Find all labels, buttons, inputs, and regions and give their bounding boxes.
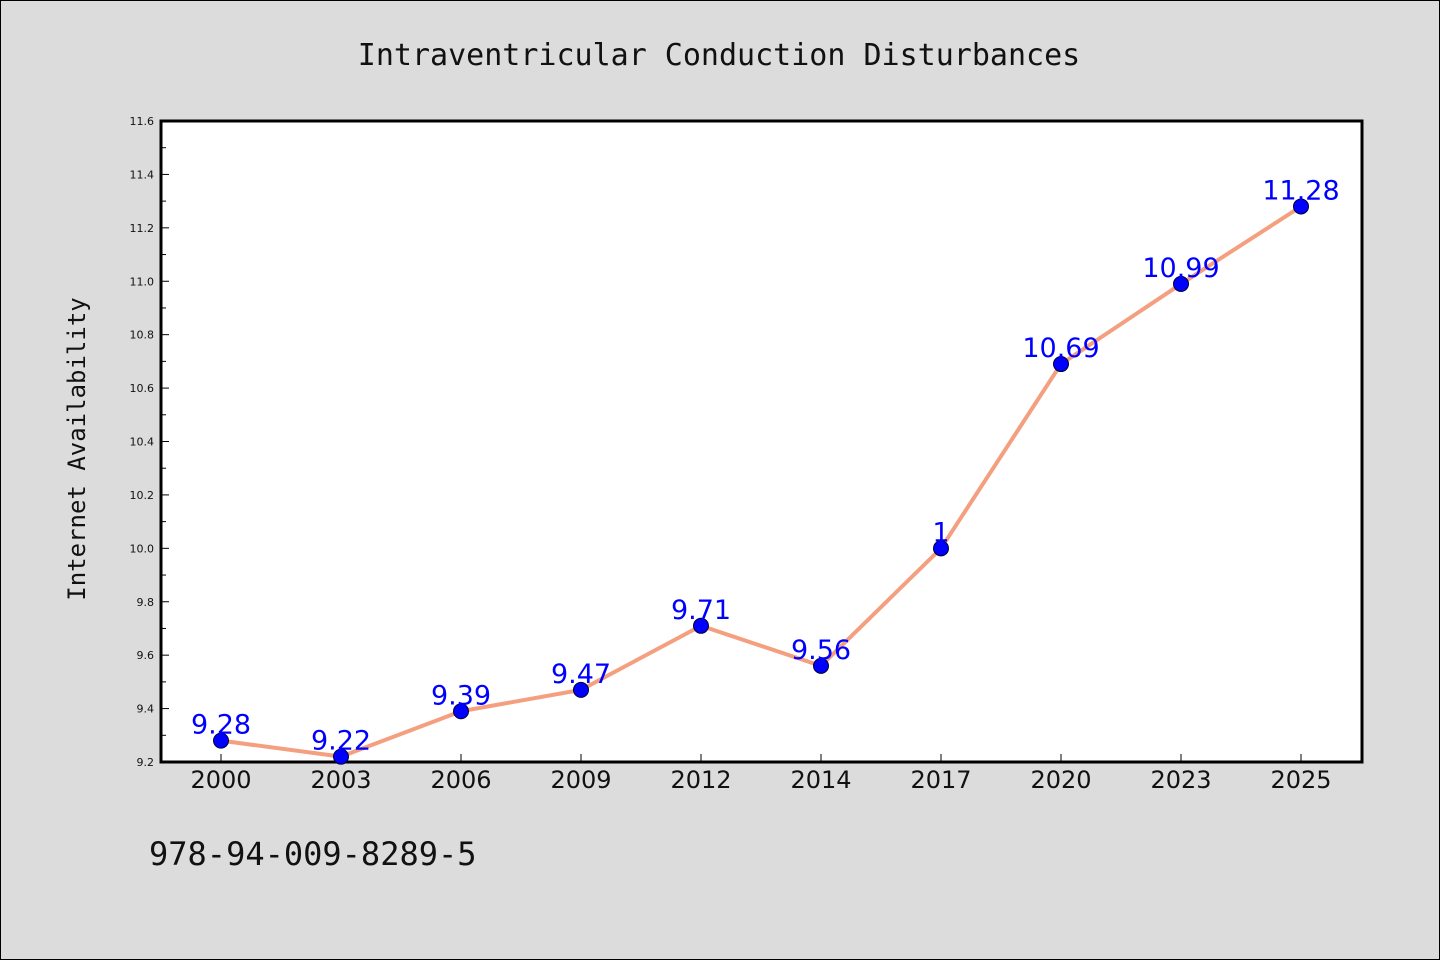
data-point bbox=[1293, 198, 1309, 215]
chart-title: Intraventricular Conduction Disturbances bbox=[358, 38, 1080, 73]
y-tick-label: 10.6 bbox=[130, 382, 155, 395]
x-tick-label: 2000 bbox=[190, 766, 251, 794]
data-point bbox=[573, 681, 589, 698]
series-layer: 9.28 9.22 9.39 9.47 9.71 9.56 1 10.69 10.99 11.28 bbox=[191, 175, 1340, 765]
y-tick-label: 9.2 bbox=[137, 756, 155, 769]
data-label: 9.56 bbox=[791, 635, 851, 666]
x-tick-label: 2006 bbox=[430, 766, 491, 794]
data-label: 10.69 bbox=[1022, 333, 1099, 364]
data-label: 9.71 bbox=[671, 595, 731, 626]
x-tick-label: 2017 bbox=[910, 766, 971, 794]
y-axis-ticks: 9.2 9.4 9.6 9.8 10.0 10.2 10.4 10.6 10.8 11.0 11.2… bbox=[130, 115, 169, 769]
isbn-text: 978-94-009-8289-5 bbox=[149, 835, 477, 873]
y-tick-label: 11.2 bbox=[130, 222, 155, 235]
x-tick-label: 2023 bbox=[1150, 766, 1211, 794]
data-label: 9.39 bbox=[431, 680, 491, 711]
data-point bbox=[453, 703, 469, 720]
x-tick-label: 2025 bbox=[1270, 766, 1331, 794]
x-tick-label: 2014 bbox=[790, 766, 851, 794]
data-label: 10.99 bbox=[1142, 253, 1219, 284]
x-tick-label: 2020 bbox=[1030, 766, 1091, 794]
data-label: 9.28 bbox=[191, 710, 251, 741]
x-tick-label: 2009 bbox=[550, 766, 611, 794]
data-label: 1 bbox=[932, 517, 949, 548]
data-point bbox=[1053, 356, 1069, 373]
data-point bbox=[933, 540, 949, 557]
y-tick-label: 9.8 bbox=[137, 596, 155, 609]
data-label: 9.47 bbox=[551, 659, 611, 690]
y-tick-label: 10.0 bbox=[130, 542, 155, 555]
x-axis-ticks: 2000 2003 2006 2009 2012 2014 2017 2020 2023 2025 bbox=[190, 754, 1332, 794]
y-axis-label: Internet Availability bbox=[63, 297, 91, 600]
y-tick-label: 11.4 bbox=[130, 168, 155, 181]
y-tick-label: 10.2 bbox=[130, 489, 155, 502]
data-label: 11.28 bbox=[1262, 175, 1339, 206]
y-tick-label: 10.8 bbox=[130, 329, 155, 342]
y-tick-label: 11.6 bbox=[130, 115, 155, 128]
y-tick-label: 9.4 bbox=[137, 703, 155, 716]
plot-area bbox=[159, 119, 1364, 764]
x-tick-label: 2003 bbox=[310, 766, 371, 794]
x-tick-label: 2012 bbox=[670, 766, 731, 794]
y-tick-label: 9.6 bbox=[137, 649, 155, 662]
data-label: 9.22 bbox=[311, 726, 371, 757]
y-tick-label: 11.0 bbox=[130, 275, 155, 288]
data-point bbox=[693, 617, 709, 634]
y-tick-label: 10.4 bbox=[130, 436, 155, 449]
data-point bbox=[1173, 275, 1189, 292]
data-point bbox=[213, 732, 229, 749]
series-line bbox=[219, 204, 1303, 759]
data-point bbox=[333, 748, 349, 765]
data-point bbox=[813, 657, 829, 674]
